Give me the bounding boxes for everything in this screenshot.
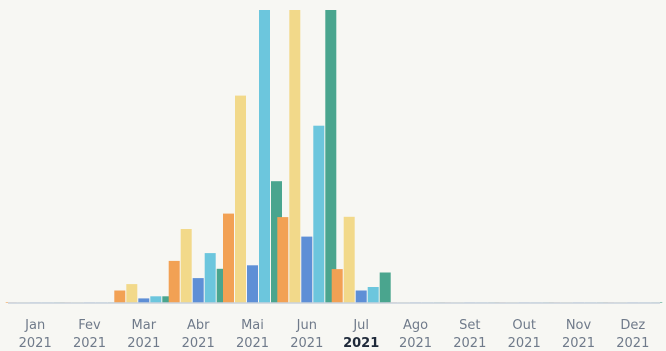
bar-mar-2021-series-2 (126, 284, 138, 303)
x-tick-month-jan: Jan (24, 318, 45, 333)
x-tick-year-mar: 2021 (127, 336, 160, 351)
x-tick-month-set: Set (459, 318, 480, 333)
bar-jul-2021-series-1 (331, 269, 343, 303)
x-tick-year-dez: 2021 (616, 336, 649, 351)
x-tick-year-out: 2021 (508, 336, 541, 351)
x-tick-year-abr: 2021 (182, 336, 215, 351)
bar-jun-2021-series-1 (277, 217, 289, 303)
bar-jun-2021-series-2 (289, 10, 301, 303)
x-axis-labels: Jan 2021 Fev 2021 Mar 2021 Abr 2021 Mai 2021 Jun 20… (19, 318, 650, 351)
bar-jul-2021-series-4 (367, 287, 379, 303)
x-tick-year-fev: 2021 (73, 336, 106, 351)
bar-mar-2021-series-3 (138, 298, 150, 303)
bar-abr-2021-series-2 (180, 229, 192, 303)
x-tick-year-nov: 2021 (562, 336, 595, 351)
x-tick-year-jan: 2021 (19, 336, 52, 351)
x-tick-month-mai: Mai (241, 318, 264, 333)
bar-jun-2021-series-3 (301, 236, 313, 303)
x-tick-month-abr: Abr (187, 318, 210, 333)
x-tick-month-nov: Nov (566, 318, 592, 333)
bar-abr-2021-series-4 (204, 253, 216, 303)
bar-mai-2021-series-1 (223, 213, 234, 303)
bar-abr-2021-series-5 (216, 268, 228, 303)
x-tick-month-mar: Mar (132, 318, 157, 333)
x-tick-month-fev: Fev (78, 318, 101, 333)
bars-layer (5, 10, 663, 303)
bar-jun-2021-series-4 (313, 125, 325, 303)
x-tick-month-out: Out (512, 318, 536, 333)
x-tick-year-mai: 2021 (236, 336, 269, 351)
bar-jun-2021-series-5 (325, 10, 337, 303)
x-tick-month-jun: Jun (296, 318, 317, 333)
bar-mar-2021-series-4 (150, 296, 162, 303)
x-tick-month-ago: Ago (403, 318, 428, 333)
bar-mai-2021-series-5 (271, 181, 282, 303)
bar-abr-2021-series-3 (192, 278, 204, 303)
x-tick-year-jul: 2021 (343, 336, 379, 351)
x-tick-year-set: 2021 (453, 336, 486, 351)
bar-mai-2021-series-4 (259, 10, 270, 303)
x-tick-month-jul: Jul (352, 318, 369, 333)
bar-jul-2021-series-2 (343, 216, 355, 303)
x-tick-month-dez: Dez (620, 318, 645, 333)
bar-jul-2021-series-5 (379, 272, 391, 303)
bar-jul-2021-series-3 (355, 290, 367, 303)
bar-mar-2021-series-5 (162, 296, 174, 303)
x-tick-year-jun: 2021 (290, 336, 323, 351)
x-tick-year-ago: 2021 (399, 336, 432, 351)
bar-mai-2021-series-2 (235, 95, 246, 303)
bar-mai-2021-series-3 (247, 265, 258, 303)
bar-abr-2021-series-1 (168, 260, 180, 303)
bar-mar-2021-series-1 (114, 290, 126, 303)
